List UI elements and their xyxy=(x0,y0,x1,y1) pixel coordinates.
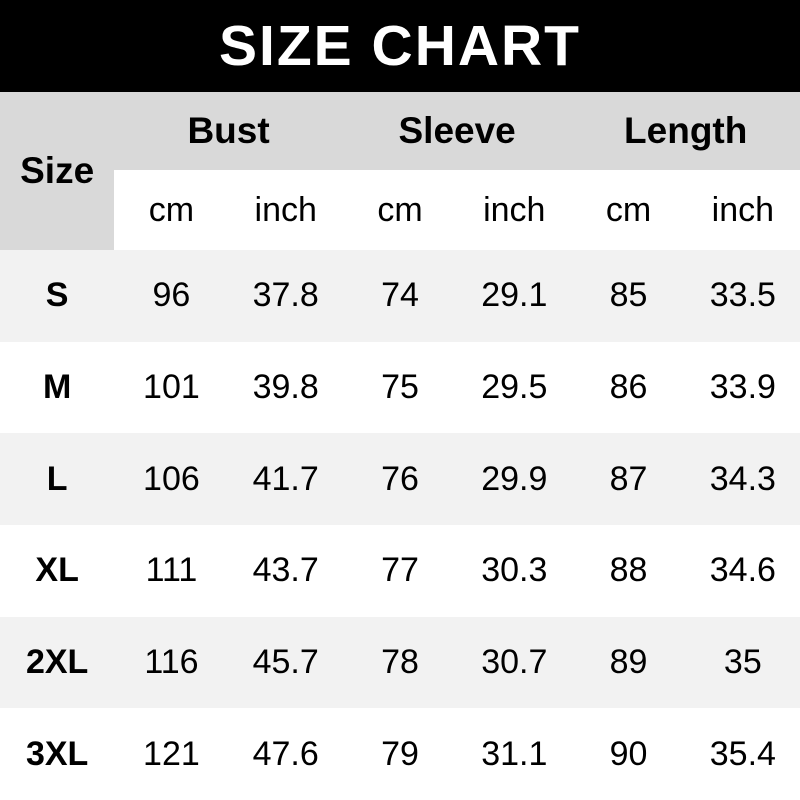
table-cell-l-length-inch: 34.3 xyxy=(685,433,800,525)
size-row-label-xl: XL xyxy=(0,524,115,617)
table-cell-3xl-bust-inch: 47.6 xyxy=(228,708,343,800)
unit-header-sleeve-cm: cm xyxy=(342,170,458,250)
table-cell-m-length-cm: 86 xyxy=(571,341,686,434)
table-cell-m-sleeve-inch: 29.5 xyxy=(457,341,572,434)
table-cell-s-sleeve-inch: 29.1 xyxy=(457,250,572,342)
unit-header-length-inch: inch xyxy=(685,170,800,250)
unit-header-bust-cm: cm xyxy=(114,170,229,250)
size-chart-banner: SIZE CHART xyxy=(0,0,800,92)
table-cell-2xl-bust-inch: 45.7 xyxy=(228,616,343,709)
table-cell-xl-sleeve-cm: 77 xyxy=(342,524,458,617)
group-header-length: Length xyxy=(571,92,800,170)
table-cell-xl-bust-cm: 111 xyxy=(114,524,229,617)
table-cell-2xl-length-inch: 35 xyxy=(685,616,800,709)
table-cell-xl-length-cm: 88 xyxy=(571,524,686,617)
unit-header-bust-inch: inch xyxy=(228,170,343,250)
table-cell-s-bust-cm: 96 xyxy=(114,250,229,342)
table-cell-l-sleeve-inch: 29.9 xyxy=(457,433,572,525)
unit-header-sleeve-inch: inch xyxy=(457,170,572,250)
column-header-size: Size xyxy=(0,92,115,250)
table-cell-s-length-cm: 85 xyxy=(571,250,686,342)
table-cell-2xl-bust-cm: 116 xyxy=(114,616,229,709)
table-cell-3xl-length-cm: 90 xyxy=(571,708,686,800)
table-cell-xl-length-inch: 34.6 xyxy=(685,524,800,617)
table-cell-3xl-sleeve-cm: 79 xyxy=(342,708,458,800)
table-cell-3xl-sleeve-inch: 31.1 xyxy=(457,708,572,800)
table-cell-m-sleeve-cm: 75 xyxy=(342,341,458,434)
unit-header-length-cm: cm xyxy=(571,170,686,250)
table-cell-m-length-inch: 33.9 xyxy=(685,341,800,434)
size-row-label-2xl: 2XL xyxy=(0,616,115,709)
table-cell-3xl-length-inch: 35.4 xyxy=(685,708,800,800)
table-cell-m-bust-cm: 101 xyxy=(114,341,229,434)
table-cell-s-length-inch: 33.5 xyxy=(685,250,800,342)
table-cell-m-bust-inch: 39.8 xyxy=(228,341,343,434)
table-cell-xl-bust-inch: 43.7 xyxy=(228,524,343,617)
table-cell-xl-sleeve-inch: 30.3 xyxy=(457,524,572,617)
size-row-label-l: L xyxy=(0,433,115,525)
table-cell-l-bust-inch: 41.7 xyxy=(228,433,343,525)
table-cell-s-bust-inch: 37.8 xyxy=(228,250,343,342)
size-row-label-m: M xyxy=(0,341,115,434)
table-cell-2xl-sleeve-inch: 30.7 xyxy=(457,616,572,709)
table-cell-s-sleeve-cm: 74 xyxy=(342,250,458,342)
size-row-label-s: S xyxy=(0,250,115,342)
group-header-bust: Bust xyxy=(114,92,343,170)
table-cell-l-sleeve-cm: 76 xyxy=(342,433,458,525)
size-row-label-3xl: 3XL xyxy=(0,708,115,800)
page-title: SIZE CHART xyxy=(219,13,581,78)
table-cell-l-bust-cm: 106 xyxy=(114,433,229,525)
table-cell-2xl-sleeve-cm: 78 xyxy=(342,616,458,709)
size-chart-table: Size Bust Sleeve Length cm inch cm inch … xyxy=(0,92,800,800)
table-cell-3xl-bust-cm: 121 xyxy=(114,708,229,800)
group-header-sleeve: Sleeve xyxy=(342,92,572,170)
table-cell-l-length-cm: 87 xyxy=(571,433,686,525)
table-cell-2xl-length-cm: 89 xyxy=(571,616,686,709)
